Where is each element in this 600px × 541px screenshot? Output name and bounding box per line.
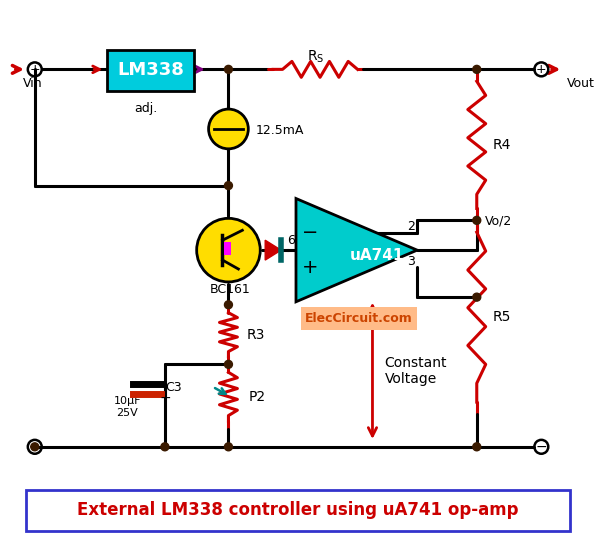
Circle shape (197, 219, 260, 282)
Text: +: + (29, 63, 40, 76)
Circle shape (224, 443, 232, 451)
FancyBboxPatch shape (301, 307, 417, 329)
Text: −: − (536, 440, 547, 454)
Circle shape (473, 293, 481, 301)
Bar (224, 242, 232, 255)
Circle shape (473, 216, 481, 225)
Circle shape (224, 182, 232, 189)
Circle shape (473, 65, 481, 74)
Text: R3: R3 (247, 327, 265, 341)
Circle shape (224, 301, 232, 309)
Circle shape (209, 109, 248, 149)
Text: Vout: Vout (567, 77, 595, 90)
Text: +: + (302, 258, 318, 277)
Text: +: + (159, 391, 170, 405)
Text: 2: 2 (407, 221, 415, 234)
Text: 6: 6 (287, 234, 295, 247)
Polygon shape (265, 240, 281, 260)
Circle shape (31, 443, 39, 451)
Text: Vo/2: Vo/2 (485, 215, 512, 228)
Polygon shape (296, 199, 417, 302)
FancyBboxPatch shape (26, 490, 570, 531)
Text: LM338: LM338 (117, 61, 184, 80)
Text: ElecCircuit.com: ElecCircuit.com (305, 312, 413, 325)
Text: Constant
Voltage: Constant Voltage (385, 356, 447, 386)
Text: −: − (29, 440, 41, 454)
Text: R$_\mathsf{S}$: R$_\mathsf{S}$ (307, 48, 324, 65)
FancyBboxPatch shape (107, 49, 194, 91)
Text: External LM338 controller using uA741 op-amp: External LM338 controller using uA741 op… (77, 502, 519, 519)
Text: −: − (302, 223, 318, 242)
Circle shape (224, 360, 232, 368)
Circle shape (161, 443, 169, 451)
Circle shape (224, 65, 232, 74)
Text: uA741: uA741 (350, 248, 404, 262)
Text: 10μF
25V: 10μF 25V (113, 396, 141, 418)
Text: 12.5mA: 12.5mA (255, 124, 304, 137)
Circle shape (473, 443, 481, 451)
Text: P2: P2 (248, 390, 265, 404)
Text: R4: R4 (493, 138, 511, 152)
Text: BC161: BC161 (210, 283, 251, 296)
Text: 3: 3 (407, 255, 415, 268)
Text: R5: R5 (493, 310, 511, 324)
Text: +: + (536, 63, 547, 76)
Text: adj.: adj. (134, 102, 157, 115)
Text: C3: C3 (165, 381, 182, 394)
Text: Vin: Vin (23, 77, 43, 90)
